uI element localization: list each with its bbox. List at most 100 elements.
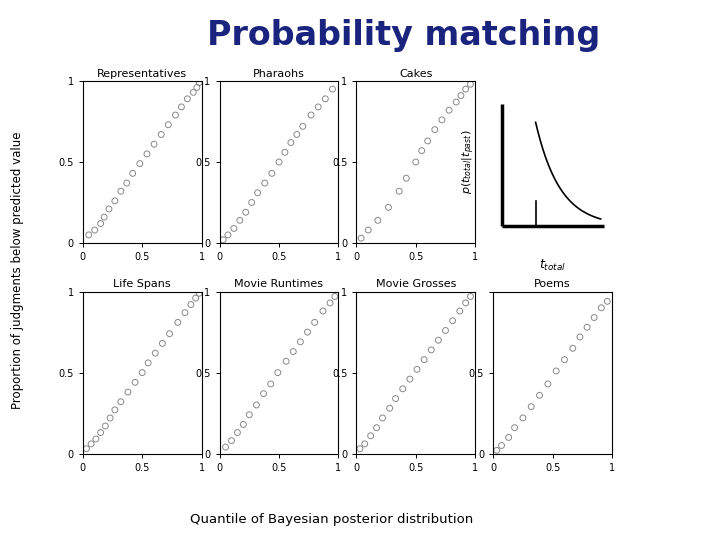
Point bbox=[170, 111, 181, 119]
Point bbox=[440, 326, 451, 335]
Point bbox=[163, 329, 175, 338]
Point bbox=[302, 328, 313, 336]
Point bbox=[130, 378, 141, 387]
Point bbox=[274, 158, 285, 166]
Point bbox=[601, 297, 613, 306]
Point bbox=[265, 380, 276, 388]
Point bbox=[163, 120, 174, 129]
Point bbox=[550, 367, 562, 375]
Point bbox=[509, 423, 521, 432]
Title: Cakes: Cakes bbox=[399, 69, 433, 79]
Point bbox=[238, 420, 249, 429]
Point bbox=[83, 231, 94, 239]
Point bbox=[287, 347, 299, 356]
Point bbox=[81, 444, 92, 453]
Point bbox=[134, 159, 145, 168]
Text: $p(t_{total}|t_{past})$: $p(t_{total}|t_{past})$ bbox=[461, 130, 477, 194]
Point bbox=[365, 431, 377, 440]
Point bbox=[534, 391, 545, 400]
Point bbox=[359, 440, 371, 448]
Point bbox=[312, 103, 324, 111]
Point bbox=[137, 368, 148, 377]
Point bbox=[185, 300, 197, 309]
Point bbox=[115, 397, 127, 406]
Text: Probability matching: Probability matching bbox=[207, 19, 600, 52]
Text: Quantile of Bayesian posterior distribution: Quantile of Bayesian posterior distribut… bbox=[189, 514, 473, 526]
Point bbox=[397, 384, 408, 393]
Point bbox=[251, 401, 262, 409]
Point bbox=[447, 316, 459, 325]
Point bbox=[109, 406, 121, 414]
Point bbox=[436, 116, 448, 124]
Point bbox=[503, 433, 514, 442]
Point bbox=[327, 85, 338, 93]
Point bbox=[190, 294, 202, 302]
Point bbox=[95, 428, 107, 437]
Point bbox=[464, 292, 476, 301]
Point bbox=[104, 414, 116, 422]
Point bbox=[89, 226, 101, 234]
Point bbox=[324, 299, 336, 307]
Title: Movie Runtimes: Movie Runtimes bbox=[235, 279, 323, 289]
Point bbox=[285, 138, 297, 147]
Point bbox=[187, 88, 199, 97]
Point bbox=[588, 313, 600, 322]
Point bbox=[418, 355, 430, 364]
Point bbox=[176, 103, 187, 111]
Point bbox=[252, 188, 264, 197]
Point bbox=[156, 130, 167, 139]
Point bbox=[411, 365, 423, 374]
Point bbox=[115, 187, 127, 195]
Point bbox=[259, 179, 271, 187]
Point bbox=[377, 414, 388, 422]
Point bbox=[234, 216, 246, 225]
Point bbox=[150, 349, 161, 357]
Point bbox=[305, 111, 317, 119]
Point bbox=[542, 380, 554, 388]
Point bbox=[526, 402, 537, 411]
Point bbox=[127, 169, 138, 178]
Point bbox=[194, 289, 205, 298]
Point bbox=[90, 435, 102, 443]
Point bbox=[141, 150, 153, 158]
Point bbox=[272, 368, 284, 377]
Point bbox=[291, 130, 302, 139]
Point bbox=[228, 224, 240, 233]
Text: $t_{total}$: $t_{total}$ bbox=[539, 258, 566, 273]
Point bbox=[95, 219, 107, 228]
Point bbox=[404, 375, 415, 383]
Point bbox=[454, 307, 466, 315]
Point bbox=[362, 226, 374, 234]
Point bbox=[122, 388, 134, 396]
Point bbox=[426, 346, 437, 354]
Point bbox=[258, 389, 269, 398]
Point bbox=[143, 359, 154, 367]
Point bbox=[429, 125, 441, 134]
Point bbox=[460, 299, 472, 307]
Point bbox=[410, 158, 422, 166]
Point bbox=[581, 323, 593, 332]
Point bbox=[595, 303, 607, 312]
Point bbox=[416, 146, 428, 155]
Point bbox=[574, 333, 585, 341]
Point bbox=[451, 98, 462, 106]
Point bbox=[455, 91, 467, 100]
Point bbox=[279, 148, 291, 157]
Point bbox=[194, 78, 205, 87]
Point bbox=[226, 436, 238, 445]
Point bbox=[99, 213, 110, 221]
Point bbox=[496, 441, 508, 450]
Title: Pharaohs: Pharaohs bbox=[253, 69, 305, 79]
Point bbox=[383, 203, 395, 212]
Point bbox=[460, 85, 472, 93]
Text: Proportion of judgments below predicted value: Proportion of judgments below predicted … bbox=[11, 131, 24, 409]
Point bbox=[217, 235, 229, 244]
Point bbox=[491, 446, 503, 455]
Point bbox=[354, 444, 366, 453]
Point bbox=[309, 318, 320, 327]
Point bbox=[371, 423, 382, 432]
Point bbox=[400, 174, 412, 183]
Point bbox=[220, 443, 231, 451]
Point bbox=[103, 205, 114, 213]
Point bbox=[280, 357, 292, 366]
